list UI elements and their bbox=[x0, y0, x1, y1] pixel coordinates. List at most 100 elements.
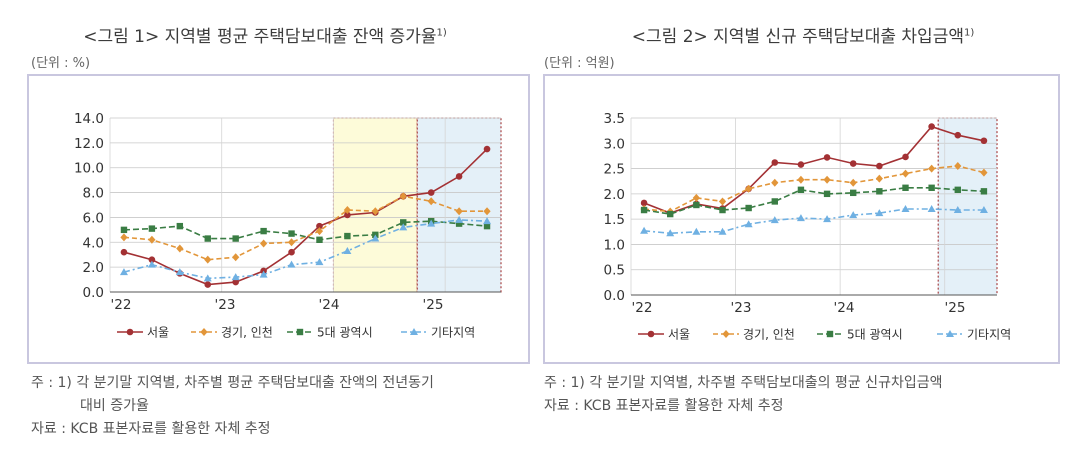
chart-2-data-point bbox=[954, 186, 961, 194]
chart-2-legend-label: 경기, 인천 bbox=[743, 327, 795, 342]
chart-2-data-point bbox=[902, 153, 909, 161]
chart-2-ytick-label: 1.5 bbox=[604, 212, 625, 228]
chart-1-series-서울 bbox=[120, 145, 491, 288]
figure-2-unit: (단위 : 억원) bbox=[544, 56, 615, 71]
chart-2-frame: 0.0 0.5 1.0 1.5 2.0 2.5 3.0 3.5 '22 '23 '24 '25 서울 경기… bbox=[543, 74, 1060, 364]
chart-2-data-point bbox=[850, 189, 857, 197]
chart-1-data-point bbox=[176, 244, 184, 253]
chart-2-legend-item-서울: 서울 bbox=[638, 328, 690, 342]
figure-1-title-footnote: 1) bbox=[436, 27, 447, 39]
chart-2-data-point bbox=[849, 160, 857, 167]
chart-1-data-point bbox=[455, 207, 463, 216]
chart-1-data-point bbox=[204, 235, 211, 242]
chart-2-legend-item-경기-인천: 경기, 인천 bbox=[713, 327, 795, 342]
chart-1-legend-label: 서울 bbox=[147, 326, 169, 340]
figure-1-title-text: <그림 1> 지역별 평균 주택담보대출 잔액 증가율 bbox=[83, 27, 437, 47]
chart-1-data-point bbox=[399, 192, 407, 201]
chart-2-series-line bbox=[643, 125, 985, 214]
chart-1-legend-marker bbox=[200, 328, 208, 336]
chart-1-data-point bbox=[343, 205, 351, 214]
chart-2-data-point bbox=[980, 188, 988, 195]
chart-2-series-기타지역 bbox=[640, 205, 988, 237]
chart-1-legend-label: 기타지역 bbox=[431, 326, 475, 340]
chart-2-data-point bbox=[927, 205, 936, 213]
chart-1-data-point bbox=[315, 258, 324, 266]
figure-2-title: <그림 2> 지역별 신규 주택담보대출 차입금액1) bbox=[540, 22, 1066, 47]
chart-2-data-point bbox=[823, 154, 831, 161]
chart-2-data-point bbox=[849, 211, 858, 219]
chart-2-ytick-label: 1.0 bbox=[604, 237, 625, 253]
chart-2-ytick-label: 0.0 bbox=[604, 288, 625, 304]
chart-1-ytick-label: 2.0 bbox=[83, 260, 104, 276]
chart-1-data-point bbox=[148, 225, 156, 232]
chart-1-data-point bbox=[455, 173, 463, 180]
figure-2-source: 자료 : KCB 표본자료를 활용한 자체 추정 bbox=[544, 398, 784, 414]
chart-2-data-point bbox=[823, 190, 831, 198]
chart-1-legend-item-기타지역: 기타지역 bbox=[401, 326, 475, 340]
chart-2-legend-label: 5대 광역시 bbox=[847, 328, 903, 342]
chart-1-series-5대-광역시 bbox=[120, 217, 491, 243]
chart-2-data-point bbox=[745, 204, 752, 212]
chart-2-data-point bbox=[849, 178, 857, 187]
chart-2-data-point bbox=[771, 178, 779, 187]
chart-2-legend-item-5대-광역시: 5대 광역시 bbox=[817, 328, 903, 342]
chart-1-data-point bbox=[287, 238, 296, 247]
chart-1-legend-marker bbox=[126, 328, 134, 336]
chart-2-data-point bbox=[640, 206, 648, 214]
chart-2-data-point bbox=[823, 175, 831, 184]
chart-1-data-point bbox=[371, 207, 379, 216]
chart-2-data-point bbox=[823, 215, 832, 223]
chart-2-data-point bbox=[928, 123, 935, 130]
chart-1-data-point bbox=[483, 207, 491, 216]
chart-2-data-point bbox=[876, 162, 883, 170]
chart-1-xtick-label: '22 bbox=[111, 297, 132, 313]
chart-1-data-point bbox=[119, 268, 128, 276]
figure-1-note-1: 주 : 1) 각 분기말 지역별, 차주별 평균 주택담보대출 잔액의 전년동기 bbox=[31, 375, 434, 391]
figure-2-title-text: <그림 2> 지역별 신규 주택담보대출 차입금액 bbox=[631, 27, 964, 47]
chart-2-data-point bbox=[901, 169, 910, 178]
chart-2-series-서울 bbox=[640, 123, 988, 217]
chart-1-data-point bbox=[288, 230, 295, 237]
figure-1-unit: (단위 : %) bbox=[31, 56, 91, 71]
chart-1-series-기타지역 bbox=[119, 215, 492, 282]
chart-1-data-point bbox=[371, 234, 380, 242]
chart-2-data-point bbox=[692, 227, 701, 235]
chart-1-ytick-label: 10.0 bbox=[74, 161, 104, 177]
chart-1-data-point bbox=[204, 255, 212, 264]
chart-2-data-point bbox=[928, 184, 935, 191]
chart-1-data-point bbox=[204, 281, 212, 288]
chart-2-data-point bbox=[797, 161, 805, 168]
chart-1-xtick-label: '24 bbox=[319, 297, 340, 313]
chart-2-data-point bbox=[718, 227, 727, 235]
chart-2-series-line bbox=[644, 165, 985, 213]
chart-1-xtick-label: '25 bbox=[423, 297, 444, 313]
chart-1-data-point bbox=[231, 273, 240, 281]
chart-1-legend-label: 경기, 인천 bbox=[221, 325, 273, 340]
chart-2-data-point bbox=[666, 229, 675, 237]
chart-1-data-point bbox=[287, 260, 296, 268]
chart-1-legend-marker bbox=[410, 328, 418, 335]
chart-2-data-point bbox=[953, 206, 962, 214]
chart-2-legend-marker bbox=[647, 330, 655, 338]
chart-1-series-line bbox=[123, 219, 488, 280]
chart-2-data-point bbox=[771, 159, 779, 166]
chart-1-data-point bbox=[148, 256, 156, 263]
chart-2-ytick-label: 3.5 bbox=[604, 111, 625, 127]
chart-2-shaded-region-1 bbox=[938, 118, 997, 295]
chart-1-plot: 0.0 2.0 4.0 6.0 8.0 10.0 12.0 14.0 '22 '23 '24 '25 서… bbox=[74, 111, 502, 340]
chart-2-data-point bbox=[954, 131, 962, 139]
chart-2-data-point bbox=[954, 162, 962, 171]
chart-2-ytick-label: 2.0 bbox=[604, 187, 625, 203]
figure-1-notes: 주 : 1) 각 분기말 지역별, 차주별 평균 주택담보대출 잔액의 전년동기… bbox=[31, 372, 434, 441]
chart-2-xtick-label: '25 bbox=[945, 300, 966, 316]
figure-2-note-1: 주 : 1) 각 분기말 지역별, 차주별 주택담보대출의 평균 신규차입금액 bbox=[544, 375, 943, 391]
chart-1-data-point bbox=[175, 268, 184, 276]
chart-1-data-point bbox=[120, 233, 128, 242]
figure-2-title-footnote: 1) bbox=[963, 27, 975, 39]
chart-1-data-point bbox=[344, 211, 351, 219]
chart-2-legend-marker bbox=[826, 330, 834, 338]
chart-1-data-point bbox=[483, 217, 492, 225]
chart-1-data-point bbox=[148, 235, 156, 244]
chart-1-ytick-label: 12.0 bbox=[74, 136, 104, 152]
figure-1-note-2: 대비 증가율 bbox=[80, 398, 149, 414]
